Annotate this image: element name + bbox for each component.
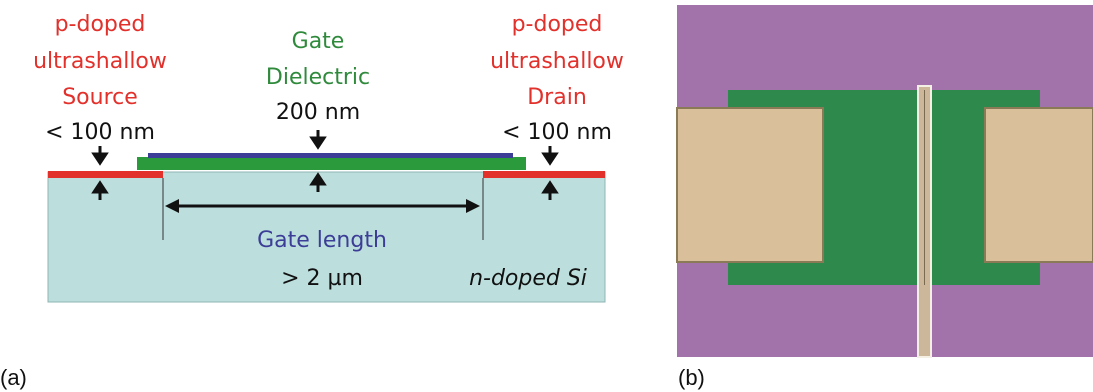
- label: Drain: [527, 85, 587, 110]
- gate-layer: [148, 153, 513, 158]
- arrow: [544, 146, 556, 163]
- label: Dielectric: [266, 65, 370, 90]
- label: p-doped: [512, 12, 603, 37]
- label: ultrashallow: [33, 49, 167, 74]
- caption: (a): [0, 365, 27, 390]
- label: 200 nm: [276, 100, 360, 125]
- figure: p-doped ultrashallow Source < 100 nm Gat…: [0, 0, 1093, 392]
- label: < 100 nm: [502, 120, 612, 145]
- right-pad: [985, 108, 1093, 262]
- caption: (b): [678, 365, 705, 390]
- label: Source: [62, 85, 138, 110]
- label: ultrashallow: [490, 49, 624, 74]
- arrow: [312, 130, 324, 147]
- left-pad: [677, 108, 823, 262]
- label: Gate length: [257, 228, 387, 253]
- label: n-doped Si: [469, 266, 587, 291]
- label: < 100 nm: [45, 120, 155, 145]
- drain-region: [483, 171, 605, 178]
- label: > 2 µm: [281, 266, 363, 291]
- label: Gate: [292, 29, 345, 54]
- gate-dielectric-layer: [137, 157, 526, 170]
- panel-b: (b): [677, 5, 1093, 390]
- panel-a: p-doped ultrashallow Source < 100 nm Gat…: [0, 12, 624, 390]
- arrow: [94, 146, 106, 163]
- label: p-doped: [55, 12, 146, 37]
- source-region: [48, 171, 163, 178]
